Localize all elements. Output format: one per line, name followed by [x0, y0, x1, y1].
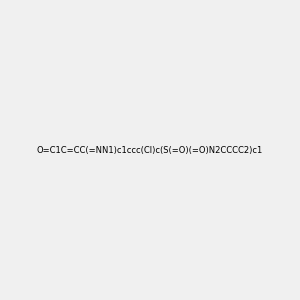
- Text: O=C1C=CC(=NN1)c1ccc(Cl)c(S(=O)(=O)N2CCCC2)c1: O=C1C=CC(=NN1)c1ccc(Cl)c(S(=O)(=O)N2CCCC…: [37, 146, 263, 154]
